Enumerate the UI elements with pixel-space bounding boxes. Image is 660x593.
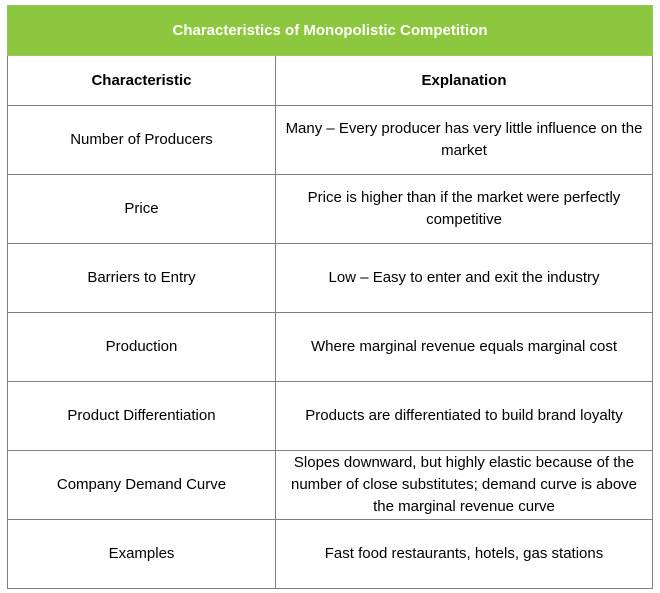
- table-title: Characteristics of Monopolistic Competit…: [7, 5, 653, 56]
- table-row: Product Differentiation Products are dif…: [7, 381, 653, 451]
- table-row: Company Demand Curve Slopes downward, bu…: [7, 450, 653, 520]
- row-characteristic: Company Demand Curve: [7, 450, 276, 520]
- row-explanation: Low – Easy to enter and exit the industr…: [275, 243, 653, 313]
- table-row: Barriers to Entry Low – Easy to enter an…: [7, 243, 653, 313]
- row-characteristic: Production: [7, 312, 276, 382]
- row-characteristic: Product Differentiation: [7, 381, 276, 451]
- row-characteristic: Number of Producers: [7, 105, 276, 175]
- row-characteristic: Price: [7, 174, 276, 244]
- table-row: Production Where marginal revenue equals…: [7, 312, 653, 382]
- header-explanation: Explanation: [275, 55, 653, 106]
- table-header-row: Characteristic Explanation: [7, 55, 653, 106]
- table-row: Examples Fast food restaurants, hotels, …: [7, 519, 653, 589]
- characteristics-table: Characteristics of Monopolistic Competit…: [7, 5, 653, 589]
- table-row: Price Price is higher than if the market…: [7, 174, 653, 244]
- row-characteristic: Barriers to Entry: [7, 243, 276, 313]
- row-explanation: Where marginal revenue equals marginal c…: [275, 312, 653, 382]
- table-title-row: Characteristics of Monopolistic Competit…: [7, 5, 653, 56]
- row-explanation: Fast food restaurants, hotels, gas stati…: [275, 519, 653, 589]
- row-explanation: Price is higher than if the market were …: [275, 174, 653, 244]
- characteristics-table-container: Characteristics of Monopolistic Competit…: [7, 5, 653, 589]
- table-row: Number of Producers Many – Every produce…: [7, 105, 653, 175]
- row-explanation: Products are differentiated to build bra…: [275, 381, 653, 451]
- row-explanation: Slopes downward, but highly elastic beca…: [275, 450, 653, 520]
- header-characteristic: Characteristic: [7, 55, 276, 106]
- row-characteristic: Examples: [7, 519, 276, 589]
- row-explanation: Many – Every producer has very little in…: [275, 105, 653, 175]
